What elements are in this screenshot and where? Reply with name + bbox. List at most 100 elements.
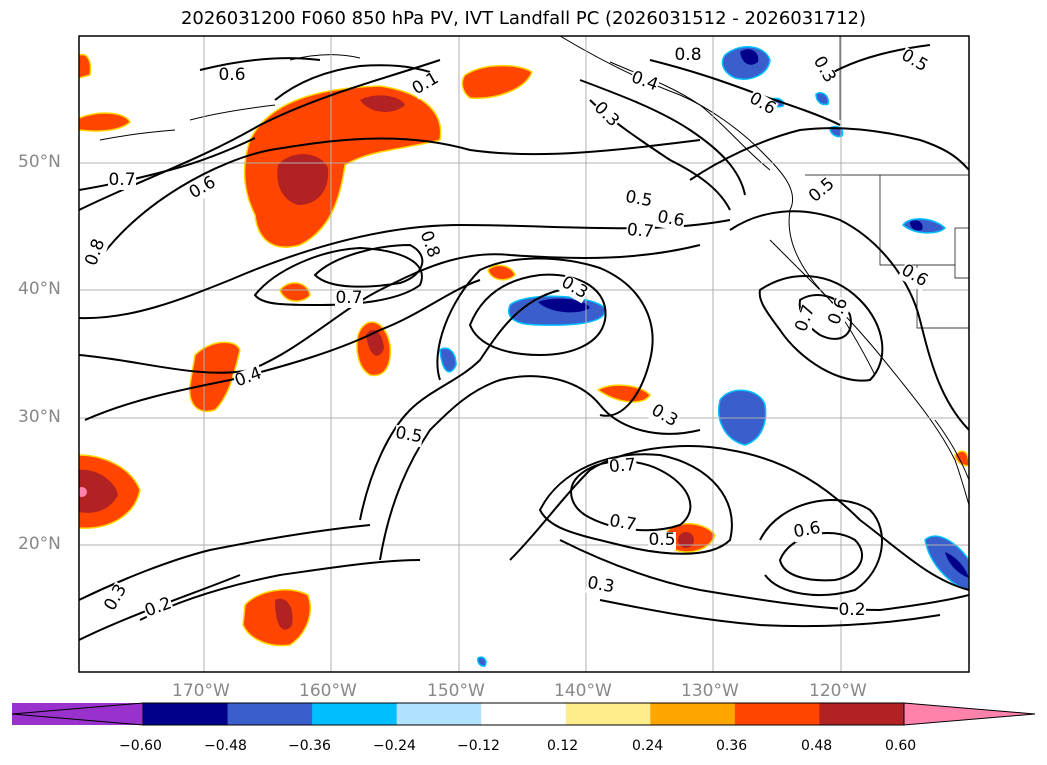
colorbar-tick-label: −0.24: [373, 738, 416, 754]
anomaly-blob-pos: [79, 112, 131, 132]
border: [879, 175, 955, 266]
contour-label-background: [825, 295, 853, 328]
longitude-label: 160°W: [299, 681, 357, 701]
contour-line: [579, 79, 746, 196]
contour-line: [79, 137, 256, 191]
anomaly-blob-pos: [954, 450, 969, 467]
contour-label-background: [791, 519, 823, 543]
contour-label: 0.7: [335, 288, 362, 308]
contour-label-background: [415, 228, 443, 261]
longitude-label: 150°W: [427, 681, 485, 701]
contour-label-background: [655, 208, 687, 232]
contour-label: 0.7: [608, 455, 637, 477]
contour-label: 0.6: [792, 518, 822, 542]
colorbar-segment: [734, 703, 820, 725]
contour-line: [538, 453, 733, 555]
contour-label-background: [648, 532, 676, 550]
coastline: [99, 129, 176, 141]
contour-label-background: [607, 456, 638, 478]
colorbar-tick-label: −0.60: [119, 738, 162, 754]
contour-line: [468, 273, 607, 357]
contour-label: 0.8: [674, 45, 701, 65]
anomaly-blob-neg: [439, 347, 457, 373]
colorbar-tick-label: −0.36: [288, 738, 331, 754]
contour-label-background: [607, 512, 639, 536]
coastline: [769, 239, 876, 376]
anomaly-core-neg: [910, 220, 923, 231]
anomaly-blob-pos: [243, 85, 442, 248]
contour-line: [79, 219, 731, 320]
colorbar: [11, 702, 1036, 726]
strong-negative-cores: [538, 49, 969, 578]
contour-line: [379, 375, 701, 561]
anomaly-blob-pos: [279, 282, 311, 302]
contour-label-background: [745, 89, 779, 120]
contour-line: [599, 599, 941, 628]
contour-label: 0.3: [586, 573, 616, 597]
colorbar-segment: [396, 703, 482, 725]
contour-line: [199, 57, 321, 71]
contour-label-background: [625, 221, 656, 243]
latitude-label: 30°N: [18, 407, 61, 427]
colorbar-segment: [650, 703, 736, 725]
contour-label: 0.7: [608, 511, 638, 535]
colorbar-segment: [312, 703, 398, 725]
colorbar-arrow-right: [903, 702, 1036, 726]
contour-line: [758, 275, 884, 382]
contour-label: 0.2: [838, 600, 865, 620]
colorbar-segment: [143, 703, 229, 725]
contour-line: [559, 539, 969, 612]
contour-label-background: [647, 401, 681, 432]
coastline: [189, 104, 276, 121]
contour-label-background: [218, 67, 246, 85]
map-title: 2026031200 F060 850 hPa PV, IVT Landfall…: [180, 8, 867, 29]
contour-label-background: [805, 175, 839, 207]
contour-label: 0.7: [108, 170, 135, 190]
border: [954, 228, 969, 279]
contour-label-background: [838, 602, 866, 620]
contour-label-background: [897, 46, 931, 77]
anomaly-blob-neg: [477, 656, 487, 667]
anomaly-blob-pos: [596, 384, 651, 403]
borders: [805, 36, 969, 329]
colorbar-tick-label: 0.60: [885, 738, 917, 754]
colorbar-tick-label: −0.48: [204, 738, 247, 754]
contour-label: 0.5: [648, 530, 675, 550]
contour-label-background: [409, 69, 443, 100]
anomaly-core-pos: [79, 469, 118, 513]
contour-label: 0.7: [626, 220, 655, 242]
longitude-label: 140°W: [554, 681, 612, 701]
anomaly-core-pos: [360, 95, 405, 112]
anomaly-core-neg: [740, 49, 759, 65]
contour-label-background: [808, 53, 839, 87]
coastline: [934, 419, 969, 481]
latitude-label: 20°N: [18, 534, 61, 554]
contour-line: [253, 246, 423, 307]
contour-label-background: [897, 261, 931, 292]
coastline: [559, 36, 969, 506]
anomaly-blob-pos: [189, 341, 241, 412]
map-frame: [78, 35, 970, 673]
colorbar-segment: [819, 703, 905, 725]
contour-label-background: [674, 47, 702, 65]
colorbar-tick-label: 0.12: [547, 738, 579, 754]
anomaly-extreme-pos: [79, 487, 87, 497]
contour-line: [759, 499, 883, 596]
contour-label-background: [108, 172, 136, 190]
contour-label-background: [623, 188, 655, 212]
contour-line: [79, 524, 371, 601]
anomaly-blob-neg: [924, 535, 969, 591]
colorbar-tick-label: 0.24: [632, 738, 664, 754]
colorbar-segments: [143, 703, 905, 725]
colorbar-tick-label: 0.48: [801, 738, 833, 754]
contour-label-background: [589, 98, 623, 132]
colorbar-segment: [565, 703, 651, 725]
contour-label-background: [232, 364, 265, 392]
contour-line: [509, 445, 969, 591]
anomaly-core-pos: [366, 329, 384, 356]
contour-line: [139, 559, 421, 621]
colorbar-segment: [481, 703, 567, 725]
contour-line: [359, 289, 561, 521]
strong-positive-cores: [79, 95, 694, 630]
